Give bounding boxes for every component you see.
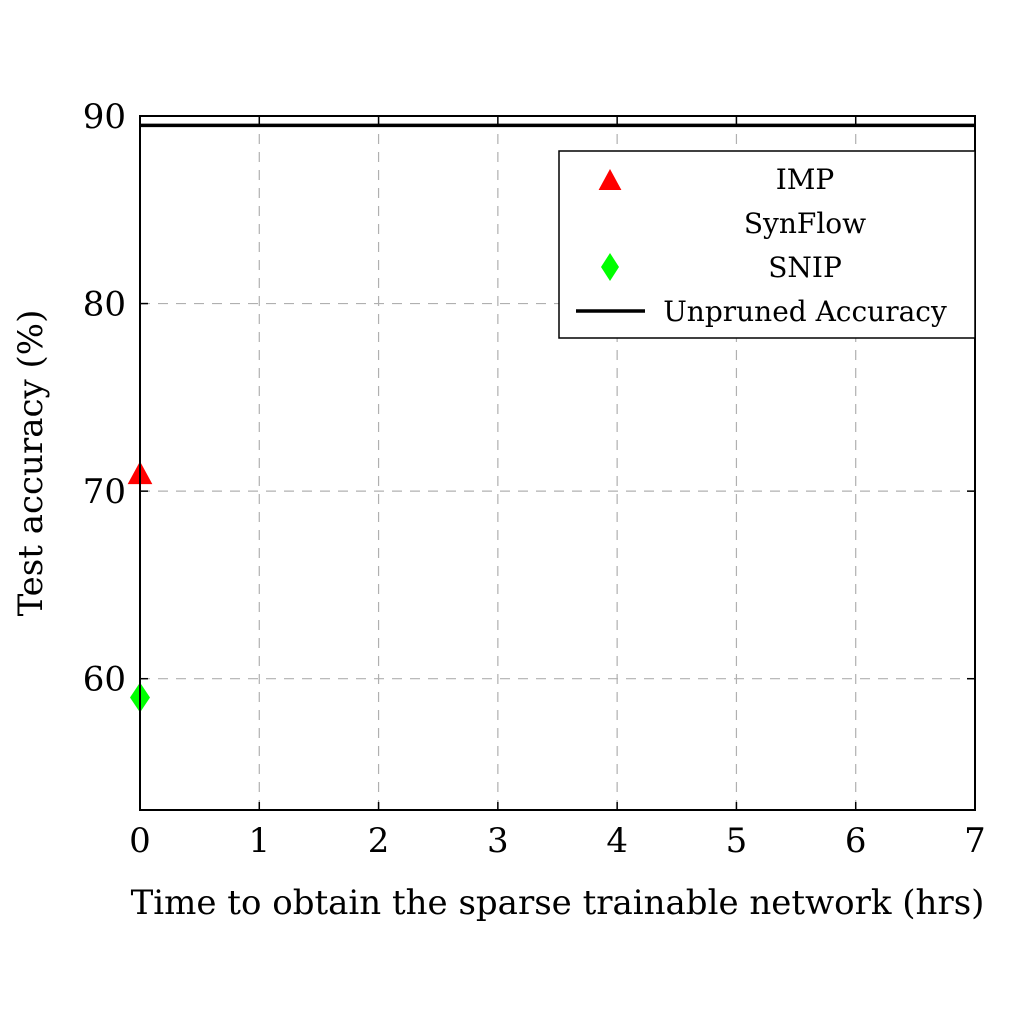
legend-imp-marker (598, 169, 622, 190)
legend-box (558, 150, 976, 339)
legend-label: Unpruned Accuracy (663, 295, 947, 328)
legend-label: SynFlow (744, 207, 866, 240)
x-tick-label: 5 (726, 821, 748, 861)
x-tick-label: 2 (368, 821, 390, 861)
legend: IMP SynFlow SNIP Unpruned Accuracy (558, 150, 976, 339)
y-axis-label: Test accuracy (%) (11, 310, 51, 617)
y-tick-label: 70 (83, 472, 126, 512)
x-axis-label: Time to obtain the sparse trainable netw… (131, 883, 985, 923)
x-tick-label: 3 (487, 821, 509, 861)
y-tick-label: 80 (83, 285, 126, 325)
x-tick-label: 1 (248, 821, 270, 861)
y-tick-label: 90 (83, 97, 126, 137)
x-tick-label: 4 (606, 821, 628, 861)
legend-label: IMP (776, 163, 835, 196)
ticks: 0 1 2 3 4 5 6 7 60 70 80 90 (83, 97, 986, 861)
legend-label: SNIP (768, 251, 842, 284)
x-tick-label: 0 (129, 821, 151, 861)
y-tick-label: 60 (83, 660, 126, 700)
plot-frame (139, 115, 976, 811)
x-tick-label: 6 (845, 821, 867, 861)
legend-snip-marker (601, 253, 619, 281)
x-tick-label: 7 (964, 821, 986, 861)
